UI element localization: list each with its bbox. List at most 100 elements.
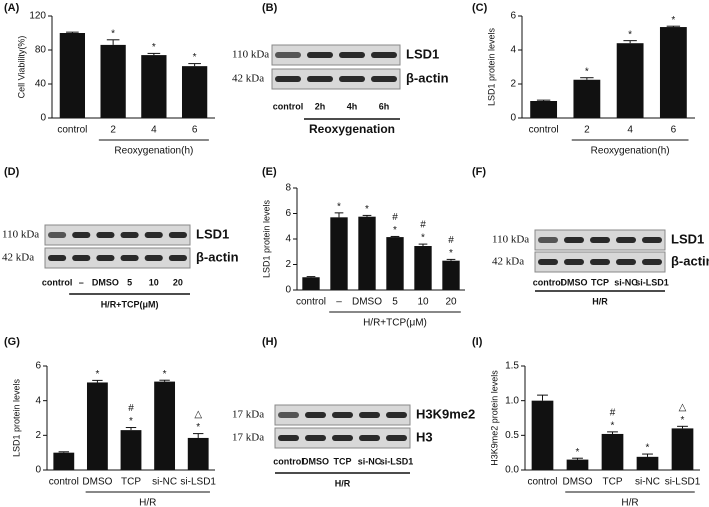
size-label: 17 kDa (232, 432, 264, 444)
bar (386, 237, 404, 290)
x-tick-label: si-NC (635, 477, 660, 488)
significance-mark: * (129, 416, 133, 427)
bar (141, 55, 167, 118)
group-label: H/R (592, 296, 608, 306)
significance-mark: * (421, 233, 425, 244)
error-bar (106, 39, 120, 45)
band (642, 237, 662, 243)
significance-mark: * (152, 42, 156, 53)
significance-mark: * (111, 28, 115, 39)
bar (531, 400, 554, 470)
bar (566, 459, 589, 470)
y-tick-label: 4 (510, 45, 516, 56)
protein-label: β-actin (406, 70, 449, 85)
protein-label: β-actin (671, 253, 709, 268)
band (616, 237, 636, 243)
band (48, 232, 67, 238)
x-tick-label: 6 (671, 125, 677, 136)
band (339, 76, 365, 82)
y-tick-label: 0.5 (505, 430, 519, 441)
bar (671, 428, 694, 470)
x-axis-title: Reoxygenation(h) (591, 146, 670, 157)
error-bar (66, 31, 79, 33)
significance-mark: * (671, 15, 675, 26)
y-tick-label: 40 (35, 79, 47, 90)
band (48, 255, 67, 261)
significance-mark: * (681, 415, 685, 426)
y-tick-label: 4 (285, 234, 291, 245)
panel-label: (D) (4, 166, 20, 178)
y-tick-label: 2 (510, 79, 516, 90)
x-tick-label: 20 (445, 297, 457, 308)
bar (120, 430, 142, 470)
x-tick-label: si-LSD1 (180, 477, 216, 488)
band (275, 76, 301, 82)
protein-label: β-actin (196, 249, 239, 264)
y-tick-label: 1.5 (505, 361, 519, 372)
band (278, 435, 299, 441)
x-tick-label: 2 (584, 125, 590, 136)
bar (659, 27, 687, 118)
error-bar (572, 457, 583, 460)
significance-mark: # (420, 220, 426, 231)
bar (358, 216, 376, 290)
lane-label: si-NC (358, 456, 382, 466)
error-bar (92, 379, 103, 383)
x-tick-label: 4 (151, 125, 157, 136)
significance-mark: # (448, 235, 454, 246)
y-tick-label: 0 (510, 113, 516, 124)
significance-mark: * (449, 248, 453, 259)
x-tick-label: 5 (392, 297, 398, 308)
x-tick-label: 6 (192, 125, 198, 136)
band (642, 259, 662, 265)
x-tick-label: 10 (417, 297, 429, 308)
x-axis-title: H/R (139, 498, 156, 507)
group-label: H/R (335, 478, 351, 488)
band (120, 232, 139, 238)
error-bar (58, 451, 70, 453)
bar (302, 277, 320, 290)
protein-label: H3 (416, 429, 433, 444)
bar (100, 44, 126, 118)
lane-label: TCP (334, 456, 352, 466)
blot-strip (271, 68, 401, 90)
panel-label: (H) (262, 336, 278, 348)
y-axis-title: LSD1 protein levels (261, 199, 271, 278)
significance-mark: * (163, 369, 167, 380)
panel-label: (I) (472, 336, 483, 348)
band (590, 259, 610, 265)
error-bar (159, 379, 170, 382)
error-bar (642, 453, 653, 457)
band (168, 255, 187, 261)
lane-label: 5 (127, 277, 132, 287)
x-tick-label: control (57, 125, 87, 136)
lane-label: – (79, 277, 84, 287)
band (96, 255, 115, 261)
x-tick-label: si-NC (152, 477, 177, 488)
x-tick-label: DMSO (82, 477, 112, 488)
bar (154, 381, 176, 470)
error-bar (580, 77, 594, 80)
x-tick-label: control (527, 477, 557, 488)
significance-mark: # (392, 212, 398, 223)
band (359, 412, 380, 418)
panel-label: (E) (262, 166, 277, 178)
band (332, 412, 353, 418)
band (616, 259, 636, 265)
bar (601, 433, 624, 470)
y-tick-label: 6 (35, 361, 41, 372)
band (144, 255, 163, 261)
panel-label: (C) (472, 2, 488, 14)
y-tick-label: 2 (35, 430, 41, 441)
x-tick-label: control (529, 125, 559, 136)
size-label: 42 kDa (2, 252, 34, 264)
significance-mark: △ (194, 409, 202, 420)
lane-label: 10 (149, 277, 159, 287)
error-bar (666, 25, 681, 28)
group-label: Reoxygenation (309, 122, 395, 136)
x-tick-label: control (296, 297, 326, 308)
band (305, 435, 326, 441)
band (307, 52, 333, 58)
lane-label: control (273, 456, 304, 466)
